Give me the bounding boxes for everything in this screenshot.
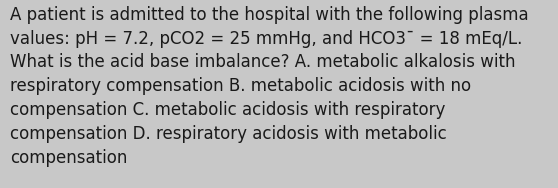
Text: A patient is admitted to the hospital with the following plasma
values: pH = 7.2: A patient is admitted to the hospital wi… xyxy=(10,6,528,167)
